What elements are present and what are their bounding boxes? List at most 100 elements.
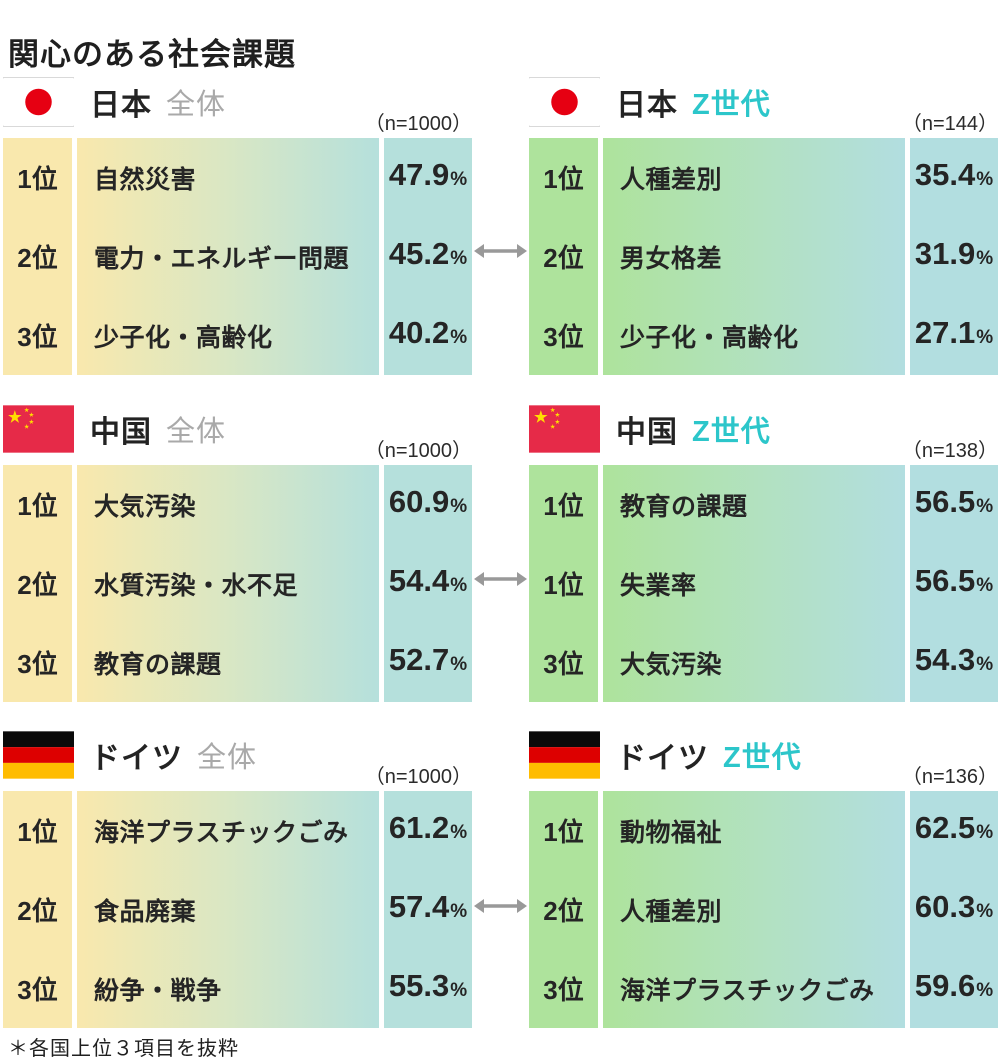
group-label: 全体 — [197, 742, 258, 774]
percent-value: 55.3 — [388, 968, 450, 1003]
left-right-arrow-icon — [473, 242, 528, 260]
value-cell: 52.7% — [384, 623, 472, 702]
value-cell: 59.6% — [910, 949, 998, 1028]
ranking-table: 1位 人種差別 35.4% 2位 男女格差 31.9% 3位 少子化・高齢化 2… — [529, 138, 998, 375]
issue-cell: 海洋プラスチックごみ — [603, 949, 905, 1028]
table-row: 1位 失業率 56.5% — [529, 544, 998, 623]
panel-header: 中国 Z世代 （n=138） — [529, 403, 998, 465]
percent-unit: % — [976, 169, 994, 190]
table-row: 1位 海洋プラスチックごみ 61.2% — [3, 791, 472, 870]
percent-value: 60.9 — [388, 484, 450, 519]
issue-cell: 海洋プラスチックごみ — [77, 791, 379, 870]
panel-header: ドイツ 全体 （n=1000） — [3, 729, 472, 791]
panel-title: 中国 Z世代 — [616, 404, 771, 454]
table-row: 3位 教育の課題 52.7% — [3, 623, 472, 702]
value-cell: 55.3% — [384, 949, 472, 1028]
issue-cell: 電力・エネルギー問題 — [77, 217, 379, 296]
panel-japan-overall: 日本 全体 （n=1000） 1位 自然災害 47.9% 2位 電力・エネルギー… — [3, 76, 472, 375]
country-label: ドイツ — [616, 742, 709, 775]
table-row: 2位 男女格差 31.9% — [529, 217, 998, 296]
percent-value: 47.9 — [388, 157, 450, 192]
percent-value: 45.2 — [388, 236, 450, 271]
percent-unit: % — [976, 248, 994, 269]
percent-unit: % — [976, 901, 994, 922]
panel-title: ドイツ 全体 — [90, 730, 257, 780]
percent-value: 31.9 — [914, 236, 976, 271]
rank-cell: 2位 — [3, 870, 72, 949]
rank-cell: 3位 — [3, 623, 72, 702]
issue-cell: 人種差別 — [603, 138, 905, 217]
table-row: 3位 大気汚染 54.3% — [529, 623, 998, 702]
value-cell: 56.5% — [910, 544, 998, 623]
percent-unit: % — [450, 248, 468, 269]
issue-cell: 男女格差 — [603, 217, 905, 296]
ranking-table: 1位 動物福祉 62.5% 2位 人種差別 60.3% 3位 海洋プラスチックご… — [529, 791, 998, 1028]
table-row: 1位 教育の課題 56.5% — [529, 465, 998, 544]
table-row: 2位 人種差別 60.3% — [529, 870, 998, 949]
percent-unit: % — [976, 980, 994, 1001]
sample-size-label: （n=1000） — [364, 113, 472, 135]
country-label: 中国 — [90, 416, 152, 449]
value-cell: 54.4% — [384, 544, 472, 623]
panel-header: 日本 Z世代 （n=144） — [529, 76, 998, 138]
group-label: Z世代 — [723, 742, 802, 774]
rank-cell: 3位 — [529, 296, 598, 375]
percent-value: 52.7 — [388, 642, 450, 677]
rank-cell: 3位 — [529, 949, 598, 1028]
value-cell: 56.5% — [910, 465, 998, 544]
ranking-table: 1位 海洋プラスチックごみ 61.2% 2位 食品廃棄 57.4% 3位 紛争・… — [3, 791, 472, 1028]
group-label: 全体 — [166, 416, 227, 448]
panel-china-genz: 中国 Z世代 （n=138） 1位 教育の課題 56.5% 1位 失業率 56.… — [529, 403, 998, 702]
percent-unit: % — [450, 822, 468, 843]
country-label: 日本 — [616, 89, 678, 122]
percent-value: 35.4 — [914, 157, 976, 192]
panel-title: 日本 全体 — [90, 77, 226, 127]
footnote: ＊各国上位３項目を抜粋 — [8, 1038, 239, 1060]
percent-value: 27.1 — [914, 315, 976, 350]
value-cell: 60.9% — [384, 465, 472, 544]
china-flag-icon — [3, 404, 74, 454]
issue-cell: 自然災害 — [77, 138, 379, 217]
rank-cell: 1位 — [529, 465, 598, 544]
germany-flag-icon — [3, 730, 74, 780]
panel-germany-genz: ドイツ Z世代 （n=136） 1位 動物福祉 62.5% 2位 人種差別 60… — [529, 729, 998, 1028]
percent-unit: % — [976, 822, 994, 843]
issue-cell: 水質汚染・水不足 — [77, 544, 379, 623]
panel-header: ドイツ Z世代 （n=136） — [529, 729, 998, 791]
rank-cell: 3位 — [3, 949, 72, 1028]
rank-cell: 1位 — [3, 465, 72, 544]
value-cell: 40.2% — [384, 296, 472, 375]
value-cell: 62.5% — [910, 791, 998, 870]
table-row: 2位 食品廃棄 57.4% — [3, 870, 472, 949]
percent-unit: % — [976, 654, 994, 675]
japan-flag-icon — [529, 77, 600, 127]
percent-value: 60.3 — [914, 889, 976, 924]
japan-flag-icon — [3, 77, 74, 127]
issue-cell: 失業率 — [603, 544, 905, 623]
percent-value: 54.4 — [388, 563, 450, 598]
value-cell: 61.2% — [384, 791, 472, 870]
panel-china-overall: 中国 全体 （n=1000） 1位 大気汚染 60.9% 2位 水質汚染・水不足… — [3, 403, 472, 702]
issue-cell: 教育の課題 — [603, 465, 905, 544]
rank-cell: 1位 — [529, 544, 598, 623]
table-row: 2位 水質汚染・水不足 54.4% — [3, 544, 472, 623]
percent-value: 40.2 — [388, 315, 450, 350]
table-row: 3位 少子化・高齢化 40.2% — [3, 296, 472, 375]
issue-cell: 教育の課題 — [77, 623, 379, 702]
table-row: 1位 人種差別 35.4% — [529, 138, 998, 217]
issue-cell: 大気汚染 — [603, 623, 905, 702]
percent-unit: % — [450, 496, 468, 517]
rank-cell: 2位 — [3, 217, 72, 296]
percent-unit: % — [450, 575, 468, 596]
percent-value: 56.5 — [914, 484, 976, 519]
issue-cell: 人種差別 — [603, 870, 905, 949]
panel-header: 中国 全体 （n=1000） — [3, 403, 472, 465]
issue-cell: 紛争・戦争 — [77, 949, 379, 1028]
issue-cell: 少子化・高齢化 — [603, 296, 905, 375]
percent-unit: % — [450, 980, 468, 1001]
group-label: Z世代 — [692, 89, 771, 121]
issue-cell: 食品廃棄 — [77, 870, 379, 949]
issue-cell: 動物福祉 — [603, 791, 905, 870]
ranking-table: 1位 教育の課題 56.5% 1位 失業率 56.5% 3位 大気汚染 54.3… — [529, 465, 998, 702]
